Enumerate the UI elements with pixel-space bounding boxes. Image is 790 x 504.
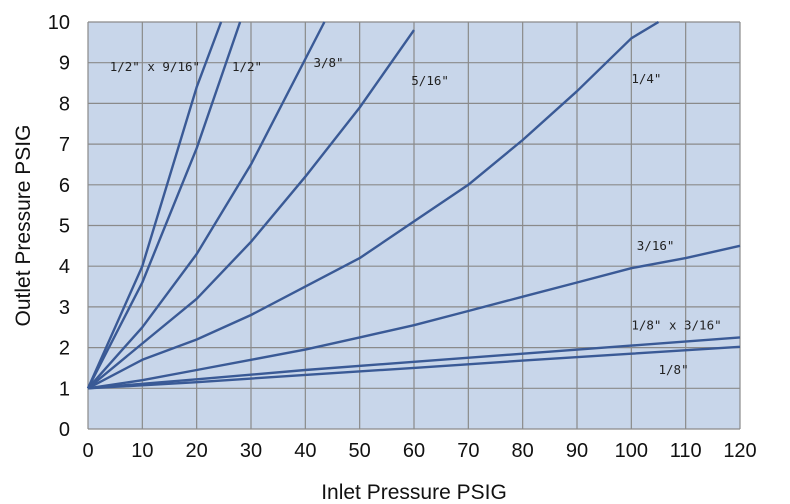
series-label: 1/2" xyxy=(232,59,262,74)
y-tick-label: 6 xyxy=(59,175,70,197)
x-tick-label: 50 xyxy=(349,440,371,462)
series-line xyxy=(87,345,741,390)
y-tick-label: 2 xyxy=(59,338,70,360)
series-label: 3/16" xyxy=(637,238,675,253)
series-label: 1/8" x 3/16" xyxy=(631,317,721,332)
series-label: 5/16" xyxy=(411,73,449,88)
x-tick-label: 60 xyxy=(403,440,425,462)
x-tick-label: 0 xyxy=(82,440,93,462)
y-axis-title: Outlet Pressure PSIG xyxy=(12,125,35,327)
x-tick-label: 120 xyxy=(723,440,756,462)
y-tick-label: 5 xyxy=(59,216,70,238)
y-tick-label: 7 xyxy=(59,134,70,156)
y-tick-label: 0 xyxy=(59,419,70,441)
y-tick-labels: 0 1 2 3 4 5 6 7 8 9 10 xyxy=(48,12,70,441)
y-tick-label: 1 xyxy=(59,378,70,400)
x-tick-label: 110 xyxy=(670,440,702,462)
series-label: 1/4" xyxy=(631,71,661,86)
series-line xyxy=(87,20,660,390)
series-line xyxy=(87,29,415,390)
y-tick-label: 10 xyxy=(48,12,70,34)
series-label: 3/8" xyxy=(313,55,343,70)
x-axis-title: Inlet Pressure PSIG xyxy=(321,481,507,504)
x-tick-label: 70 xyxy=(457,440,479,462)
series-label: 1/2" x 9/16" xyxy=(110,59,200,74)
series-lines xyxy=(86,20,741,390)
x-tick-label: 20 xyxy=(186,440,208,462)
series-line xyxy=(87,244,741,390)
series-label: 1/8" xyxy=(659,362,689,377)
x-tick-label: 30 xyxy=(240,440,262,462)
y-tick-label: 3 xyxy=(59,297,70,319)
series-line xyxy=(86,21,223,389)
series-line xyxy=(86,21,242,389)
x-tick-label: 80 xyxy=(512,440,534,462)
x-tick-label: 40 xyxy=(294,440,316,462)
x-tick-labels: 0 10 20 30 40 50 60 70 80 90 100 110 120 xyxy=(82,440,756,462)
x-tick-label: 100 xyxy=(615,440,648,462)
y-tick-label: 9 xyxy=(59,53,70,75)
series-line xyxy=(87,21,326,390)
series-labels: 1/2" x 9/16" 1/2" 3/8" 5/16" 1/4" 3/16" 1/8" x… xyxy=(110,55,722,377)
series-line xyxy=(87,336,741,390)
x-tick-label: 10 xyxy=(131,440,153,462)
y-tick-label: 8 xyxy=(59,93,70,115)
y-tick-label: 4 xyxy=(59,256,70,278)
x-tick-label: 90 xyxy=(566,440,588,462)
